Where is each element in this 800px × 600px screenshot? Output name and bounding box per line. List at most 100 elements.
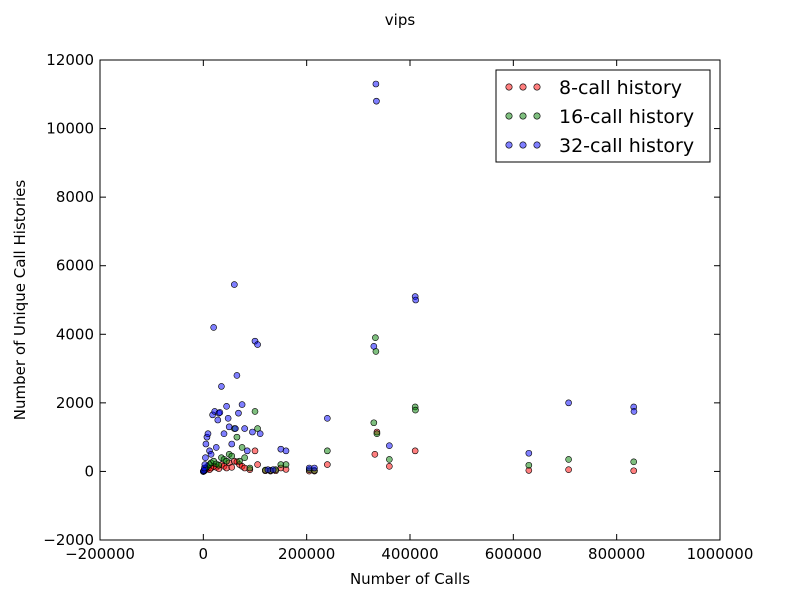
point-series-1 — [630, 467, 638, 475]
point-series-1 — [228, 464, 236, 471]
y-tick-label: 0 — [84, 462, 94, 480]
ticks-layer: −200000 0 200000 400000 600000 800000 1000000 −… — [43, 51, 753, 563]
point-series-3 — [565, 399, 572, 407]
legend-marker-1 — [519, 83, 527, 91]
x-tick-label: 0 — [199, 545, 209, 563]
point-series-3 — [324, 414, 331, 422]
point-series-3 — [201, 461, 209, 468]
point-series-3 — [220, 430, 228, 438]
point-series-3 — [202, 440, 210, 448]
legend-marker-2 — [533, 112, 541, 120]
point-series-3 — [224, 414, 232, 422]
point-series-3 — [282, 447, 290, 455]
point-series-3 — [370, 342, 378, 350]
y-tick-label: −2000 — [43, 531, 94, 549]
y-tick-label: 10000 — [46, 120, 94, 138]
legend-marker-3 — [533, 141, 541, 149]
point-series-3 — [525, 449, 533, 457]
point-series-3 — [207, 450, 215, 458]
point-series-2 — [236, 457, 243, 465]
legend-marker-1 — [533, 83, 541, 91]
point-series-2 — [228, 452, 236, 460]
point-series-1 — [254, 461, 261, 468]
point-series-2 — [324, 447, 331, 455]
x-axis-label: Number of Calls — [350, 570, 470, 588]
point-series-1 — [386, 462, 393, 470]
x-tick-label: −200000 — [65, 545, 135, 563]
point-series-3 — [218, 383, 225, 390]
point-series-3 — [311, 464, 318, 472]
legend-marker-2 — [519, 112, 527, 120]
point-series-2 — [565, 456, 572, 463]
point-series-3 — [249, 428, 256, 436]
point-series-3 — [256, 430, 264, 438]
point-series-3 — [204, 430, 212, 438]
legend-label-3: 32-call history — [559, 135, 694, 157]
legend-marker-2 — [505, 112, 513, 120]
legend-marker-3 — [519, 141, 527, 149]
point-series-2 — [246, 464, 254, 472]
point-series-2 — [386, 456, 393, 463]
y-tick-label: 6000 — [56, 257, 94, 275]
point-series-1 — [324, 461, 331, 468]
point-series-2 — [238, 444, 246, 451]
point-series-2 — [282, 461, 290, 468]
x-tick-label: 800000 — [588, 545, 645, 563]
y-tick-label: 4000 — [56, 325, 94, 343]
point-series-3 — [232, 425, 239, 432]
point-series-2 — [223, 457, 230, 465]
point-series-3 — [233, 372, 241, 379]
point-series-2 — [630, 458, 638, 466]
y-tick-label: 12000 — [46, 51, 94, 69]
point-series-3 — [212, 444, 220, 451]
point-series-2 — [370, 419, 378, 427]
legend-marker-3 — [505, 141, 513, 149]
point-series-3 — [241, 425, 248, 432]
point-series-2 — [254, 425, 261, 432]
y-axis-label: Number of Unique Call Histories — [11, 180, 29, 421]
points-layer — [200, 80, 638, 475]
legend-label-2: 16-call history — [559, 106, 694, 128]
point-series-3 — [210, 324, 217, 331]
legend-marker-1 — [505, 83, 513, 91]
point-series-3 — [214, 416, 222, 424]
point-series-3 — [630, 408, 638, 415]
legend: 8-call history 16-call history 32-call his… — [495, 69, 711, 163]
x-tick-label: 400000 — [381, 545, 438, 563]
point-series-1 — [411, 447, 419, 455]
legend-label-1: 8-call history — [559, 77, 682, 99]
point-series-2 — [373, 430, 381, 438]
point-series-3 — [243, 447, 251, 455]
point-series-2 — [412, 406, 419, 414]
y-tick-label: 8000 — [56, 188, 94, 206]
y-tick-label: 2000 — [56, 394, 94, 412]
point-series-2 — [241, 454, 248, 462]
point-series-3 — [269, 466, 277, 474]
chart-title: vips — [385, 11, 416, 29]
point-series-3 — [216, 409, 224, 416]
point-series-2 — [525, 461, 533, 469]
point-series-3 — [225, 423, 233, 431]
point-series-3 — [412, 296, 419, 304]
point-series-1 — [371, 450, 379, 458]
x-tick-label: 600000 — [485, 545, 542, 563]
point-series-3 — [223, 402, 230, 410]
point-series-2 — [372, 334, 379, 342]
point-series-2 — [215, 461, 223, 469]
point-series-3 — [254, 341, 261, 348]
point-series-3 — [372, 80, 380, 88]
point-series-3 — [238, 401, 246, 408]
point-series-2 — [251, 408, 259, 415]
point-series-3 — [228, 440, 236, 448]
point-series-3 — [235, 409, 242, 417]
point-series-3 — [373, 97, 380, 105]
point-series-3 — [386, 442, 393, 450]
legend-box — [495, 69, 711, 163]
point-series-3 — [202, 454, 209, 462]
point-series-3 — [231, 281, 238, 288]
point-series-1 — [565, 466, 572, 474]
x-tick-label: 200000 — [278, 545, 335, 563]
point-series-1 — [251, 447, 259, 455]
x-tick-label: 1000000 — [687, 545, 754, 563]
